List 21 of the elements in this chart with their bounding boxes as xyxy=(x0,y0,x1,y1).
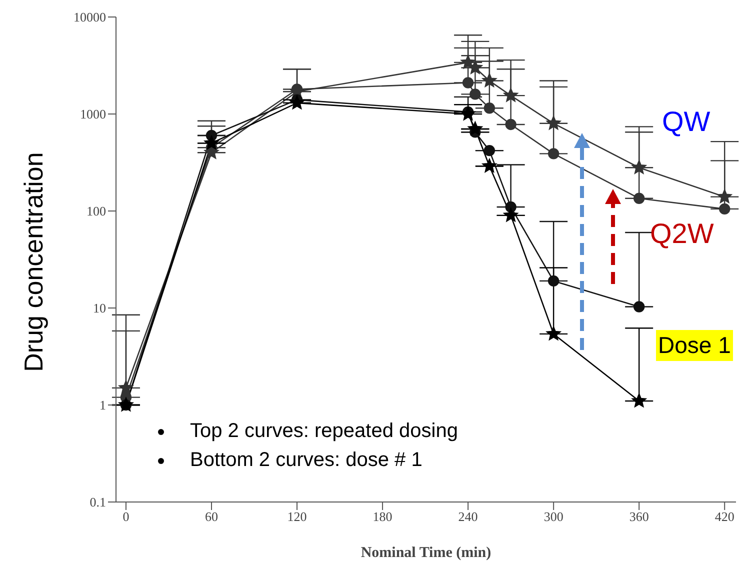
x-tick-label: 240 xyxy=(458,509,478,524)
y-tick-label: 0.1 xyxy=(90,494,106,510)
x-axis-title: Nominal Time (min) xyxy=(360,545,492,562)
y-axis-title: Drug concentration xyxy=(18,152,50,372)
x-tick-label: 0 xyxy=(122,509,130,524)
annotation: Top 2 curves: repeated dosing xyxy=(190,420,458,442)
x-tick-label: 180 xyxy=(372,509,392,524)
annotation: Q2W xyxy=(650,218,714,250)
y-tick-label: 100 xyxy=(86,204,106,219)
x-tick-label: 120 xyxy=(287,509,307,524)
annotation: Dose 1 xyxy=(656,330,733,361)
x-tick-label: 300 xyxy=(544,509,564,524)
x-tick-label: 420 xyxy=(714,509,734,524)
annotation: Bottom 2 curves: dose # 1 xyxy=(190,449,422,471)
y-tick-label: 1 xyxy=(100,398,106,413)
annotation: QW xyxy=(662,106,710,138)
y-tick-label: 10 xyxy=(93,300,106,316)
x-tick-label: 360 xyxy=(629,509,649,524)
y-tick-label: 10000 xyxy=(74,10,106,25)
x-tick-label: 60 xyxy=(204,509,218,524)
y-tick-label: 1000 xyxy=(80,106,106,122)
